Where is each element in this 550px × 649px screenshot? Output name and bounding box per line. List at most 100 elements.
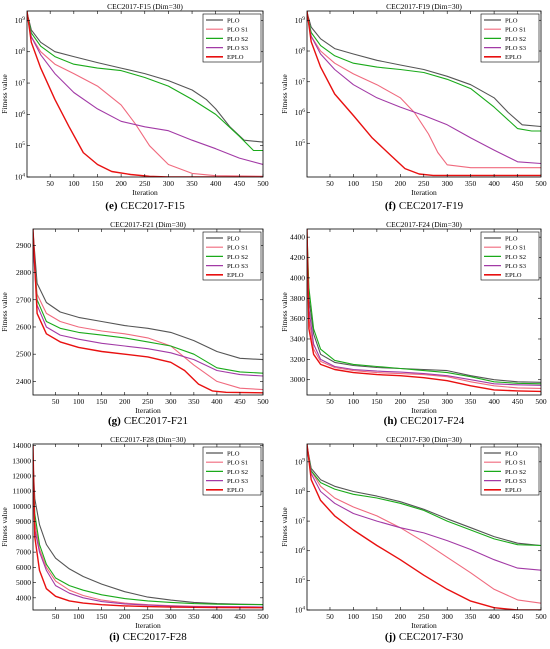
y-tick-label: 2500 <box>16 350 31 359</box>
x-tick-label: 400 <box>488 179 500 188</box>
x-tick-label: 350 <box>465 612 477 621</box>
x-axis-label: Iteration <box>411 621 437 630</box>
series-line-plo <box>33 231 263 361</box>
y-tick-label: 4200 <box>290 253 305 262</box>
series-line-plo-s3 <box>307 242 541 386</box>
legend-label: PLO <box>227 450 240 457</box>
series-line-plo-s1 <box>33 475 263 608</box>
x-tick-label: 200 <box>395 397 407 406</box>
x-tick-label: 450 <box>512 179 524 188</box>
x-tick-label: 400 <box>210 179 222 188</box>
x-tick-label: 50 <box>326 179 334 188</box>
y-tick-label: 105 <box>295 139 306 148</box>
legend-label: PLO S2 <box>505 254 526 261</box>
series-line-eplo <box>307 229 541 393</box>
y-tick-label: 3600 <box>290 314 305 323</box>
x-tick-label: 500 <box>257 397 269 406</box>
x-tick-label: 250 <box>418 397 430 406</box>
y-axis-label: Fitness value <box>0 292 9 332</box>
x-tick-label: 500 <box>257 179 269 188</box>
y-axis-label: Fitness value <box>0 507 9 547</box>
x-tick-label: 500 <box>535 179 547 188</box>
x-tick-label: 100 <box>73 397 85 406</box>
y-tick-label: 4000 <box>16 593 31 602</box>
y-tick-label: 10000 <box>12 502 31 511</box>
y-tick-label: 107 <box>295 517 306 526</box>
chart-title: CEC2017-F21 (Dim=30) <box>110 220 186 229</box>
x-tick-label: 300 <box>442 397 454 406</box>
x-tick-label: 150 <box>92 179 104 188</box>
legend-label: PLO <box>505 450 518 457</box>
y-tick-label: 109 <box>295 16 306 25</box>
legend-label: PLO <box>505 17 518 24</box>
chart-title: CEC2017-F24 (Dim=30) <box>386 220 462 229</box>
x-tick-label: 400 <box>488 612 500 621</box>
x-tick-label: 350 <box>186 179 198 188</box>
legend-label: PLO S3 <box>505 45 527 52</box>
chart-panel-h: CEC2017-F24 (Dim=30) 50 100 150 200 250 300 350… <box>280 220 547 427</box>
y-tick-label: 108 <box>295 487 306 496</box>
x-tick-label: 450 <box>234 179 246 188</box>
y-tick-label: 12000 <box>12 471 31 480</box>
x-axis-label: Iteration <box>135 406 161 415</box>
x-tick-label: 150 <box>371 612 383 621</box>
y-tick-label: 3200 <box>290 355 305 364</box>
y-tick-label: 14000 <box>12 441 31 450</box>
chart-title: CEC2017-F28 (Dim=30) <box>110 435 186 444</box>
y-tick-label: 108 <box>295 47 306 56</box>
x-tick-label: 450 <box>234 397 246 406</box>
y-tick-label: 104 <box>295 606 306 615</box>
x-tick-label: 350 <box>188 612 200 621</box>
legend-label: PLO S2 <box>505 469 526 476</box>
series-line-plo-s2 <box>33 239 263 374</box>
legend-label: PLO S1 <box>505 245 526 252</box>
x-tick-label: 450 <box>234 612 246 621</box>
legend-label: PLO S2 <box>227 36 248 43</box>
x-tick-label: 300 <box>442 612 454 621</box>
y-tick-label: 5000 <box>16 578 31 587</box>
legend-label: PLO S1 <box>227 245 248 252</box>
chart-panel-j: CEC2017-F30 (Dim=30) 50 100 150 200 250 300 350… <box>280 435 547 643</box>
series-line-plo-s1 <box>27 14 263 177</box>
x-tick-label: 50 <box>326 612 334 621</box>
y-tick-label: 106 <box>295 108 306 117</box>
x-tick-label: 250 <box>418 612 430 621</box>
series-line-plo-s2 <box>307 232 541 385</box>
legend-label: PLO S1 <box>227 460 248 467</box>
x-axis-label: Iteration <box>132 188 158 197</box>
x-axis-label: Iteration <box>411 406 437 415</box>
x-tick-label: 100 <box>73 612 85 621</box>
legend-label: PLO S3 <box>505 263 527 270</box>
series-line-plo-s3 <box>307 13 541 165</box>
legend-label: PLO S3 <box>227 263 249 270</box>
y-tick-label: 106 <box>15 110 26 119</box>
x-tick-label: 450 <box>512 612 524 621</box>
chart-panel-f: CEC2017-F19 (Dim=30) 50 100 150 200 250 300 350… <box>280 2 547 212</box>
panel-caption: (g) CEC2017-F21 <box>108 415 188 427</box>
x-tick-label: 500 <box>535 612 547 621</box>
y-axis-label: Fitness value <box>280 74 289 114</box>
x-tick-label: 50 <box>52 612 60 621</box>
x-tick-label: 100 <box>68 179 80 188</box>
x-tick-label: 350 <box>465 179 477 188</box>
series-line-eplo <box>33 229 263 394</box>
x-tick-label: 100 <box>348 179 360 188</box>
y-tick-label: 107 <box>295 77 306 86</box>
y-tick-label: 106 <box>295 546 306 555</box>
x-tick-label: 50 <box>326 397 334 406</box>
y-axis-label: Fitness value <box>280 507 289 547</box>
y-tick-label: 2800 <box>16 268 31 277</box>
y-tick-label: 105 <box>15 141 26 150</box>
x-axis-label: Iteration <box>135 621 161 630</box>
chart-panel-e: CEC2017-F15 (Dim=30) 50 100 150 200 250 300 350… <box>0 2 269 212</box>
x-tick-label: 500 <box>535 397 547 406</box>
panel-caption: (i) CEC2017-F28 <box>109 631 187 643</box>
series-line-plo-s2 <box>27 13 263 152</box>
x-tick-label: 250 <box>142 397 154 406</box>
series-line-plo <box>27 12 263 143</box>
series-line-plo-s3 <box>307 447 541 571</box>
legend: PLO PLO S1 PLO S2 PLO S3 EPLO <box>202 446 262 496</box>
series-line-eplo <box>27 11 263 177</box>
legend-label: EPLO <box>505 487 522 494</box>
legend-label: PLO S2 <box>227 254 248 261</box>
